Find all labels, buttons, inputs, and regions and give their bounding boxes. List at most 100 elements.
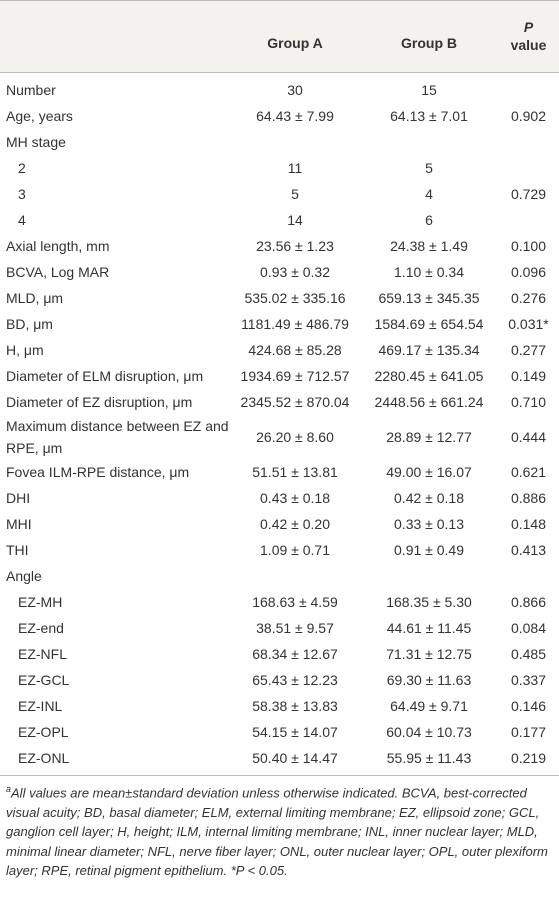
p-value-cell: 0.219 bbox=[498, 745, 559, 776]
row-label: Age, years bbox=[6, 108, 73, 124]
value-cell: 30 bbox=[287, 82, 303, 98]
row-label: EZ-end bbox=[18, 620, 64, 636]
p-value-cell: 0.710 bbox=[510, 394, 547, 410]
p-value-cell: 0.148 bbox=[510, 516, 547, 532]
table-row: Number 30 15 bbox=[0, 73, 559, 104]
value-cell bbox=[360, 129, 498, 155]
row-label: THI bbox=[6, 542, 29, 558]
p-value-cell: 0.902 bbox=[510, 108, 547, 124]
p-label: value bbox=[510, 37, 547, 53]
table-row: H, μm 424.68 ± 85.28 469.17 ± 135.34 0.277 bbox=[0, 337, 559, 363]
row-label: DHI bbox=[6, 490, 31, 506]
p-value-cell bbox=[498, 155, 559, 181]
table-row: MLD, μm 535.02 ± 335.16 659.13 ± 345.35 0.2… bbox=[0, 285, 559, 311]
value-cell: 0.42 ± 0.20 bbox=[260, 516, 330, 532]
table-row: EZ-end 38.51 ± 9.57 44.61 ± 11.45 0.084 bbox=[0, 615, 559, 641]
row-label: Angle bbox=[6, 568, 42, 584]
row-label: EZ-ONL bbox=[0, 745, 230, 776]
value-cell: 24.38 ± 1.49 bbox=[390, 238, 468, 254]
value-cell: 54.15 ± 14.07 bbox=[252, 724, 338, 740]
row-label: Number bbox=[6, 82, 56, 98]
row-label: MH stage bbox=[6, 134, 66, 150]
p-value-cell bbox=[498, 129, 559, 155]
value-cell: 5 bbox=[291, 186, 299, 202]
table-row: EZ-NFL 68.34 ± 12.67 71.31 ± 12.75 0.485 bbox=[0, 641, 559, 667]
row-label: 3 bbox=[18, 186, 26, 202]
footnote-text: All values are mean±standard deviation u… bbox=[6, 785, 548, 879]
value-cell: 0.42 ± 0.18 bbox=[394, 490, 464, 506]
value-cell: 168.63 ± 4.59 bbox=[252, 594, 338, 610]
row-label: EZ-NFL bbox=[18, 646, 67, 662]
p-value-cell: 0.096 bbox=[510, 264, 547, 280]
table-row: Age, years 64.43 ± 7.99 64.13 ± 7.01 0.902 bbox=[0, 103, 559, 129]
row-label: EZ-GCL bbox=[18, 672, 70, 688]
table-row: 2 11 5 bbox=[0, 155, 559, 181]
value-cell: 64.43 ± 7.99 bbox=[256, 108, 334, 124]
table-row: THI 1.09 ± 0.71 0.91 ± 0.49 0.413 bbox=[0, 537, 559, 563]
value-cell: 26.20 ± 8.60 bbox=[256, 429, 334, 445]
row-label: BD, μm bbox=[6, 316, 53, 332]
value-cell bbox=[230, 563, 360, 589]
value-cell: 64.49 ± 9.71 bbox=[390, 698, 468, 714]
table-row: EZ-GCL 65.43 ± 12.23 69.30 ± 11.63 0.337 bbox=[0, 667, 559, 693]
p-value-cell: 0.031* bbox=[508, 316, 549, 332]
value-cell: 1584.69 ± 654.54 bbox=[374, 316, 484, 332]
value-cell: 55.95 ± 11.43 bbox=[360, 745, 498, 776]
row-label: EZ-OPL bbox=[18, 724, 69, 740]
p-value-cell: 0.729 bbox=[510, 186, 547, 202]
table-row: Fovea ILM-RPE distance, μm 51.51 ± 13.81 4… bbox=[0, 459, 559, 485]
value-cell: 38.51 ± 9.57 bbox=[256, 620, 334, 636]
row-label: Diameter of ELM disruption, μm bbox=[6, 368, 204, 384]
value-cell: 28.89 ± 12.77 bbox=[386, 429, 472, 445]
value-cell: 0.91 ± 0.49 bbox=[394, 542, 464, 558]
value-cell: 11 bbox=[287, 160, 303, 176]
value-cell: 535.02 ± 335.16 bbox=[244, 290, 346, 306]
p-value-cell: 0.084 bbox=[510, 620, 547, 636]
value-cell: 469.17 ± 135.34 bbox=[378, 342, 480, 358]
table-row: DHI 0.43 ± 0.18 0.42 ± 0.18 0.886 bbox=[0, 485, 559, 511]
table-row: Angle bbox=[0, 563, 559, 589]
row-label: BCVA, Log MAR bbox=[6, 264, 110, 280]
table-row: Diameter of ELM disruption, μm 1934.69 ± … bbox=[0, 363, 559, 389]
header-cell: Group A bbox=[230, 0, 360, 73]
p-value-cell: 0.100 bbox=[510, 238, 547, 254]
value-cell: 2345.52 ± 870.04 bbox=[240, 394, 350, 410]
value-cell: 64.13 ± 7.01 bbox=[390, 108, 468, 124]
p-value-cell: 0.444 bbox=[510, 429, 547, 445]
table-row: Maximum distance between EZ and RPE, μm 2… bbox=[0, 415, 559, 459]
value-cell: 1.09 ± 0.71 bbox=[260, 542, 330, 558]
value-cell: 23.56 ± 1.23 bbox=[256, 238, 334, 254]
p-value-cell bbox=[498, 73, 559, 104]
row-label: 2 bbox=[18, 160, 26, 176]
value-cell: 168.35 ± 5.30 bbox=[386, 594, 472, 610]
p-value-cell: 0.277 bbox=[510, 342, 547, 358]
table-row: MH stage bbox=[0, 129, 559, 155]
p-value-cell: 0.177 bbox=[510, 724, 547, 740]
p-value-cell: 0.149 bbox=[510, 368, 547, 384]
value-cell: 424.68 ± 85.28 bbox=[248, 342, 342, 358]
p-value-cell: 0.886 bbox=[510, 490, 547, 506]
p-symbol: P bbox=[523, 19, 534, 35]
value-cell: 4 bbox=[425, 186, 433, 202]
row-label: MHI bbox=[6, 516, 32, 532]
p-value-cell bbox=[498, 207, 559, 233]
p-value-cell: 0.485 bbox=[510, 646, 547, 662]
table-row: EZ-INL 58.38 ± 13.83 64.49 ± 9.71 0.146 bbox=[0, 693, 559, 719]
value-cell bbox=[230, 129, 360, 155]
value-cell: 65.43 ± 12.23 bbox=[252, 672, 338, 688]
value-cell: 58.38 ± 13.83 bbox=[252, 698, 338, 714]
value-cell: 1934.69 ± 712.57 bbox=[240, 368, 350, 384]
p-value-cell: 0.146 bbox=[510, 698, 547, 714]
value-cell: 5 bbox=[425, 160, 433, 176]
value-cell: 71.31 ± 12.75 bbox=[386, 646, 472, 662]
p-value-cell: 0.413 bbox=[510, 542, 547, 558]
table-row: BD, μm 1181.49 ± 486.79 1584.69 ± 654.54 0.… bbox=[0, 311, 559, 337]
p-value-cell bbox=[498, 563, 559, 589]
table-row: EZ-OPL 54.15 ± 14.07 60.04 ± 10.73 0.177 bbox=[0, 719, 559, 745]
value-cell: 14 bbox=[287, 212, 303, 228]
value-cell: 51.51 ± 13.81 bbox=[252, 464, 338, 480]
p-value-cell: 0.276 bbox=[510, 290, 547, 306]
